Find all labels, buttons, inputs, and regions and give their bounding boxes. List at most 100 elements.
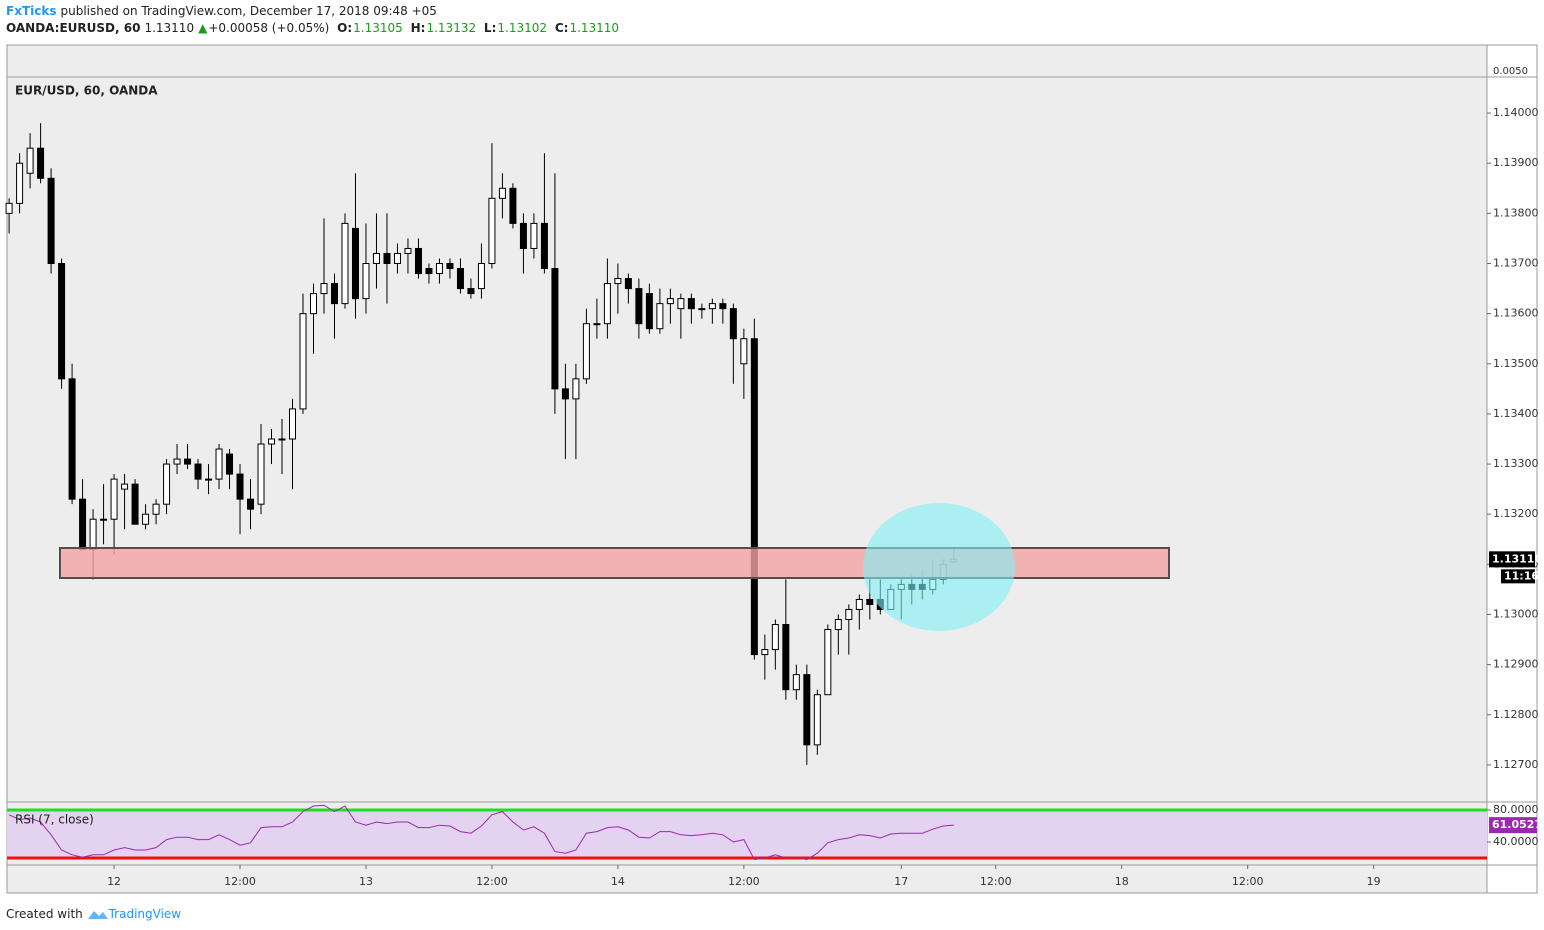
candle-body [393, 252, 401, 265]
price-axis [1486, 44, 1538, 894]
candle-body [47, 177, 55, 265]
candle-body [425, 268, 433, 275]
candle-body [614, 278, 622, 285]
candle-body [351, 227, 359, 300]
candle-body [845, 608, 853, 620]
published: published on TradingView.com, December 1… [60, 4, 437, 18]
candle-body [855, 598, 863, 610]
candle-layer [5, 123, 958, 765]
candle-body [341, 222, 349, 305]
created-with: Created with [6, 907, 83, 921]
countdown: 11:16 [1504, 569, 1539, 582]
candle-body [163, 463, 171, 505]
y-tick-label: 80.0000 [1493, 803, 1539, 816]
y-tick-label: 1.13800 [1493, 206, 1539, 219]
logo [87, 911, 108, 919]
y-tick-label: 1.13600 [1493, 307, 1539, 320]
plot-area [6, 44, 1488, 894]
x-tick-label: 18 [1115, 875, 1129, 888]
candle-body [58, 263, 66, 380]
brand[interactable]: TradingView [108, 907, 182, 921]
highlight-ellipse[interactable] [863, 503, 1015, 631]
candle-body [456, 268, 464, 290]
candle-body [750, 338, 758, 656]
candle-body [635, 288, 643, 325]
footer: Created with TradingView [6, 904, 181, 921]
candle-body [205, 478, 213, 481]
ohlc-value: 1.13110 [569, 21, 620, 35]
candle-body [362, 263, 370, 300]
candle-body [719, 303, 727, 310]
ohlc-value: 1.13105 [353, 21, 403, 35]
candle-body [677, 298, 685, 310]
x-tick-label: 12:00 [980, 875, 1012, 888]
candle-body [509, 187, 517, 224]
candle-body [866, 598, 874, 605]
candle-body [16, 162, 24, 204]
candle-body [530, 222, 538, 249]
candle-body [289, 408, 297, 440]
candle-body [110, 478, 118, 520]
candle-body [257, 443, 265, 505]
candle-body [320, 283, 328, 295]
candle-body [761, 649, 769, 656]
candle-body [687, 298, 695, 310]
y-tick-label: 1.12800 [1493, 708, 1539, 721]
x-tick-label: 19 [1367, 875, 1381, 888]
last-price: 1.13110 [144, 21, 195, 35]
candle-body [278, 438, 286, 441]
candle-body [309, 293, 317, 315]
x-tick-label: 12:00 [1232, 875, 1264, 888]
symbol: OANDA:EURUSD, 60 [6, 21, 141, 35]
candle-body [488, 197, 496, 265]
candle-body [131, 483, 139, 525]
candle-body [89, 518, 97, 550]
candle-body [582, 323, 590, 380]
candle-body [215, 448, 223, 480]
x-tick-label: 12:00 [224, 875, 256, 888]
ohlc-value: 1.13102 [497, 21, 547, 35]
candle-body [247, 498, 255, 510]
candle-body [603, 283, 611, 325]
x-tick-label: 14 [611, 875, 625, 888]
y-tick-label: 1.13200 [1493, 507, 1539, 520]
change-arrow: ▲ [198, 21, 208, 35]
candle-body [813, 694, 821, 746]
x-tick-label: 12 [107, 875, 121, 888]
candle-body [79, 498, 87, 550]
rsi-layer [7, 804, 1487, 861]
y-tick-label: 1.13300 [1493, 457, 1539, 470]
rsi-last-box [1489, 817, 1537, 834]
ohlc-label: L: [483, 21, 497, 35]
y-tick-label: 1.13000 [1493, 607, 1539, 620]
publisher[interactable]: FxTicks [6, 4, 57, 18]
candle-body [414, 247, 422, 275]
candle-body [467, 288, 475, 295]
candle-body [519, 222, 527, 249]
candle-body [477, 263, 485, 290]
candle-body [330, 283, 338, 305]
ohlc-label: O: [337, 21, 353, 35]
ohlc-value: 1.13132 [426, 21, 477, 35]
candle-body [37, 147, 45, 179]
y-tick-label: 1.12900 [1493, 658, 1539, 671]
candle-body [740, 338, 748, 365]
candle-body [236, 473, 244, 500]
candle-body [551, 268, 559, 390]
y-tick-label: 1.13700 [1493, 257, 1539, 270]
candle-body [372, 252, 380, 265]
candle-body [299, 313, 307, 410]
last-price-label: 1.13110 [1492, 552, 1542, 565]
candle-body [561, 388, 569, 400]
rsi-line [8, 804, 954, 861]
candle-body [268, 438, 276, 445]
x-tick-label: 12:00 [728, 875, 760, 888]
chart-title: EUR/USD, 60, OANDA [15, 84, 158, 98]
candle-body [572, 378, 580, 400]
candle-body [540, 222, 548, 270]
rsi-band [7, 810, 1487, 858]
candle-body [708, 303, 716, 310]
candle-body [435, 263, 443, 275]
candle-body [803, 674, 811, 746]
